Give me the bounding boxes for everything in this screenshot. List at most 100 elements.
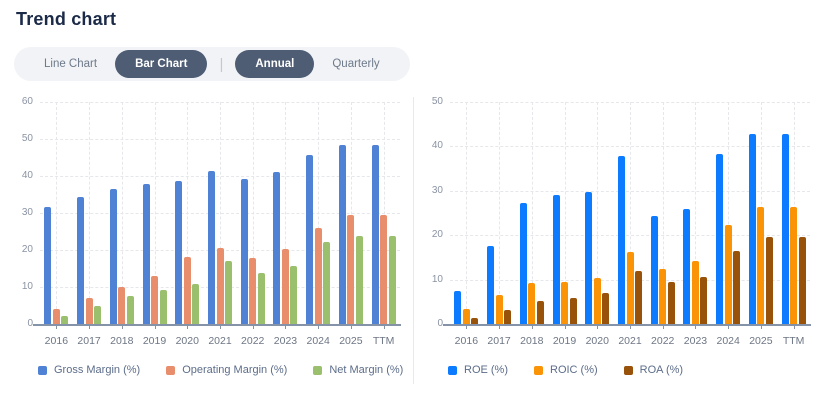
x-axis-line: [443, 324, 811, 326]
bar-roe-2020: [585, 191, 593, 324]
legend-swatch: [38, 365, 47, 375]
bar-gross-margin-2025: [338, 144, 346, 324]
chart-controls: Line Chart Bar Chart | Annual Quarterly: [14, 47, 410, 81]
chart-legend: ROE (%) ROIC (%) ROA (%): [448, 364, 683, 376]
legend-item-roe[interactable]: ROE (%): [448, 364, 508, 376]
x-axis-tick: [728, 324, 730, 329]
bar-net-margin-2018: [126, 295, 134, 324]
bar-roa-2016: [471, 318, 479, 324]
bar-net-margin-2016: [61, 316, 69, 324]
x-axis-tick: [220, 324, 221, 329]
gridline-vertical: [531, 102, 533, 324]
y-axis-label: 60: [21, 96, 33, 107]
gridline-vertical: [121, 102, 123, 324]
x-axis-tick: [89, 324, 91, 329]
bar-net-margin-2020: [192, 284, 200, 324]
bar-gross-margin-2024: [306, 154, 314, 324]
bar-roic-2017: [495, 294, 503, 324]
returns-chart: 0 10 20 30 40 50 2016 2017 2018 2019 2020 2021 2022 2…: [416, 95, 815, 404]
x-axis-label: 2021: [208, 335, 232, 347]
charts-row: 0 10 20 30 40 50 60 2016 2017 2018 2019 2020 2021 202…: [0, 95, 827, 404]
legend-swatch: [623, 365, 633, 375]
x-axis-label: TTM: [372, 335, 395, 347]
y-axis-label: 40: [431, 140, 443, 152]
x-axis-label: 2017: [77, 335, 101, 347]
x-axis-label: 2021: [618, 335, 642, 347]
gridline-vertical: [154, 102, 156, 324]
chart-legend: Gross Margin (%) Operating Margin (%) Net …: [38, 364, 403, 376]
x-axis-tick: [285, 324, 287, 329]
bar-roic-2019: [561, 281, 569, 324]
bar-roa-ttm: [798, 237, 806, 324]
bar-roe-ttm: [781, 134, 789, 324]
x-axis-tick: [121, 324, 123, 329]
bar-gross-margin-2020: [175, 180, 183, 324]
bar-roic-2023: [691, 260, 699, 324]
bar-roe-2024: [716, 153, 724, 324]
legend-item-gross-margin[interactable]: Gross Margin (%): [38, 364, 140, 376]
gridline-vertical: [220, 102, 221, 324]
x-axis-label: 2022: [241, 335, 265, 347]
bar-roic-2018: [528, 282, 536, 324]
charts-divider: [413, 97, 414, 384]
legend-item-net-margin[interactable]: Net Margin (%): [313, 364, 403, 376]
legend-item-roic[interactable]: ROIC (%): [534, 364, 598, 376]
bar-roe-2018: [519, 203, 527, 324]
gridline-vertical: [187, 102, 189, 324]
bar-gross-margin-ttm: [371, 145, 379, 324]
y-axis-label: 20: [21, 244, 33, 255]
bar-operating-margin-2025: [347, 215, 355, 324]
bar-roic-2020: [593, 278, 601, 324]
y-axis-label: 30: [21, 207, 33, 218]
quarterly-tab[interactable]: Quarterly: [316, 50, 395, 78]
x-axis-label: 2025: [749, 335, 773, 347]
x-axis-tick: [597, 324, 599, 329]
gridline-vertical: [695, 102, 697, 324]
x-axis-tick: [760, 324, 762, 329]
bar-roa-2017: [504, 309, 512, 324]
legend-swatch: [166, 365, 176, 375]
x-axis-tick: [350, 324, 352, 329]
bar-net-margin-2017: [94, 305, 102, 324]
bar-roa-2019: [569, 297, 577, 324]
x-axis-tick: [466, 324, 468, 329]
legend-item-operating-margin[interactable]: Operating Margin (%): [166, 364, 287, 376]
y-axis-label: 20: [431, 229, 443, 241]
x-axis-label: 2025: [339, 335, 363, 347]
x-axis-label: 2016: [44, 335, 69, 347]
legend-label: ROA (%): [639, 364, 684, 376]
legend-label: Operating Margin (%): [182, 364, 288, 376]
bar-gross-margin-2018: [109, 188, 117, 324]
x-axis-tick: [499, 324, 501, 329]
y-axis-label: 0: [27, 318, 33, 329]
bar-gross-margin-2021: [208, 170, 215, 324]
y-axis-label: 40: [21, 170, 33, 181]
bar-roic-2024: [724, 225, 732, 324]
x-axis-label: 2022: [651, 335, 675, 347]
bar-operating-margin-ttm: [380, 215, 388, 324]
line-chart-tab[interactable]: Line Chart: [28, 50, 113, 78]
bar-net-margin-2024: [323, 242, 331, 324]
bar-gross-margin-2022: [240, 179, 248, 324]
annual-tab[interactable]: Annual: [235, 50, 315, 78]
gridline-vertical: [285, 102, 287, 324]
bar-net-margin-ttm: [388, 235, 396, 324]
gridline-vertical: [56, 102, 58, 324]
y-axis-label: 0: [437, 318, 443, 329]
bar-roe-2025: [748, 134, 756, 324]
x-axis-label: 2020: [175, 335, 199, 347]
bar-chart-tab[interactable]: Bar Chart: [115, 50, 208, 78]
bar-gross-margin-2019: [142, 183, 150, 324]
legend-item-roa[interactable]: ROA (%): [623, 364, 684, 376]
x-axis-label: 2018: [110, 335, 134, 347]
bar-gross-margin-2023: [273, 171, 281, 324]
bar-gross-margin-2017: [77, 196, 85, 324]
gridline-vertical: [383, 102, 385, 324]
bar-roe-2017: [487, 246, 495, 324]
legend-swatch: [534, 365, 543, 375]
x-axis-tick: [154, 324, 156, 329]
bar-roic-2016: [462, 308, 470, 324]
bar-net-margin-2025: [355, 235, 363, 324]
bar-roe-2016: [454, 291, 462, 324]
